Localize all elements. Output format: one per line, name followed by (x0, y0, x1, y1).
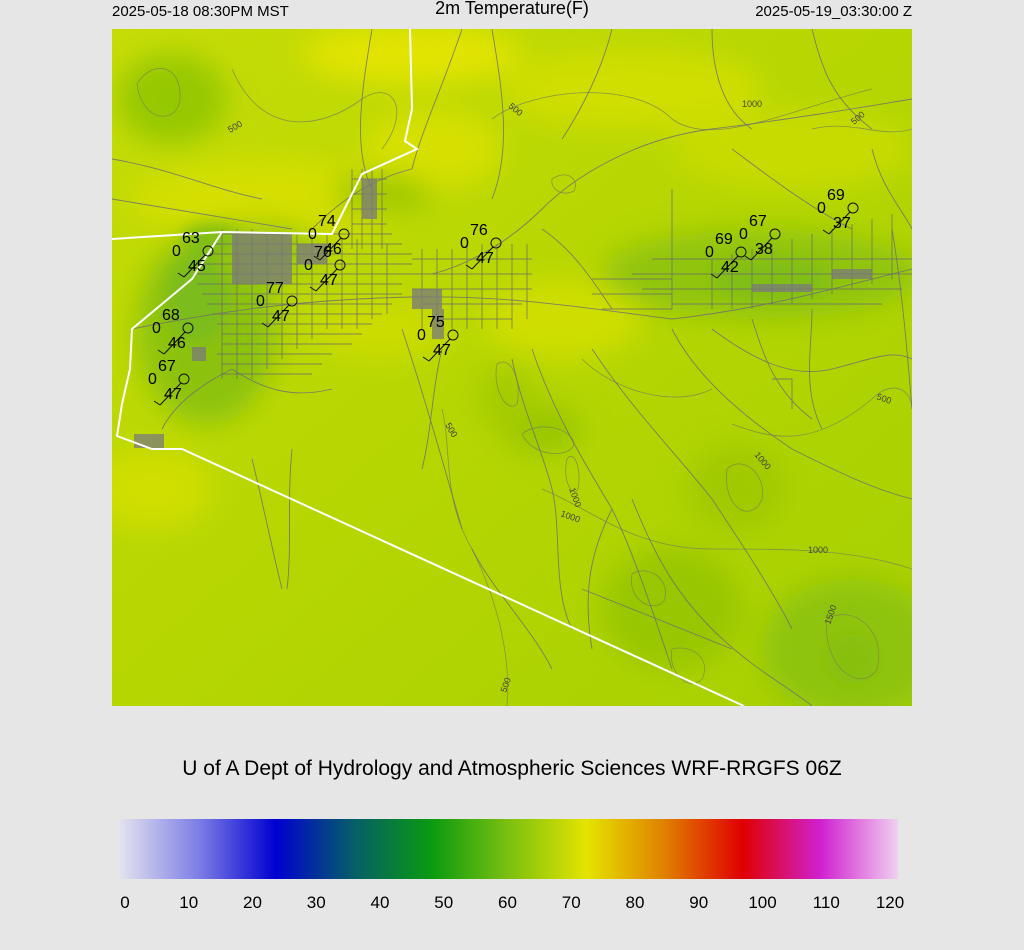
station-circle (182, 322, 194, 334)
station-dewpoint: 42 (721, 259, 739, 276)
international-border (115, 231, 745, 706)
wind-barb (465, 246, 494, 270)
station-wind-value: 0 (417, 327, 426, 344)
station-wind-value: 0 (460, 235, 469, 252)
wind-barb (261, 304, 290, 328)
colorbar-tick-label: 30 (306, 893, 326, 912)
colorbar-tick-label: 60 (498, 893, 517, 912)
station-plot: 670 47 (148, 358, 190, 406)
station-dewpoint: 47 (433, 342, 451, 359)
station-wind-value: 0 (256, 293, 265, 310)
station-wind-value: 0 (739, 226, 748, 243)
model-credit: U of A Dept of Hydrology and Atmospheric… (182, 757, 842, 780)
station-plot: 670 38 (739, 213, 781, 261)
station-dewpoint: 45 (188, 258, 206, 275)
road-network (112, 29, 912, 706)
station-dewpoint: 46 (168, 335, 186, 352)
station-wind-value: 0 (172, 243, 181, 260)
wind-barb (710, 255, 739, 279)
wind-barb (822, 211, 851, 235)
station-circle (178, 373, 190, 385)
station-temperature: 69 (715, 231, 733, 248)
station-dewpoint: 38 (755, 241, 773, 258)
station-circle (338, 228, 350, 240)
station-plot: 760 47 (460, 222, 502, 270)
station-dewpoint: 47 (164, 386, 182, 403)
station-circle (847, 202, 859, 214)
colorbar-tick-label: 0 (120, 893, 130, 912)
station-plots: 6304574046760477704768046670477604775047… (148, 187, 859, 406)
station-dewpoint: 47 (476, 250, 494, 267)
colorbar-tick-label: 70 (561, 893, 581, 912)
station-temperature: 76 (470, 222, 488, 239)
station-plot: 690 42 (705, 231, 747, 279)
station-circle (334, 259, 346, 271)
station-plot: 680 46 (152, 307, 194, 355)
station-temperature: 77 (266, 280, 284, 297)
station-circle (447, 329, 459, 341)
colorbar-tick-label: 120 (875, 893, 905, 912)
colorbar-tick-label: 10 (179, 893, 199, 912)
station-temperature: 67 (158, 358, 176, 375)
colorbar-tick-label: 80 (625, 893, 645, 912)
wind-barb (744, 237, 773, 261)
contour-label: 1000 (808, 545, 828, 555)
station-circle (735, 246, 747, 258)
station-wind-value: 0 (304, 257, 313, 274)
station-wind-value: 0 (817, 200, 826, 217)
colorbar-tick-label: 50 (434, 893, 454, 912)
station-dewpoint: 47 (272, 308, 290, 325)
colorbar-tick-label: 90 (689, 893, 709, 912)
station-plot: 630 45 (172, 230, 214, 278)
wind-barb (422, 338, 451, 362)
valid-time-local: 2025-05-18 08:30PM MST (112, 3, 289, 20)
contour-label: 1000 (742, 99, 762, 109)
wind-barb (177, 254, 206, 278)
wind-barb (309, 268, 338, 292)
station-temperature: 76 (314, 244, 332, 261)
colorbar-tick-label: 110 (812, 893, 840, 912)
station-plot: 750 47 (417, 314, 459, 362)
station-circle (286, 295, 298, 307)
station-plot: 740 46 (308, 213, 350, 261)
temperature-colorbar (120, 819, 898, 879)
colorbar-tick-label: 40 (370, 893, 390, 912)
station-dewpoint: 46 (324, 241, 342, 258)
wind-barb (313, 237, 342, 261)
station-wind-value: 0 (705, 244, 714, 261)
station-plot: 770 47 (256, 280, 298, 328)
temperature-map: 500 500 1000 500 500 500 1000 1000 1000 … (112, 29, 912, 706)
station-temperature: 74 (318, 213, 336, 230)
border-lines (112, 29, 745, 706)
station-dewpoint: 47 (320, 272, 338, 289)
contour-label: 500 (875, 391, 893, 406)
wind-barb (157, 331, 186, 355)
station-wind-value: 0 (148, 371, 157, 388)
station-temperature: 69 (827, 187, 845, 204)
colorbar-tick-label: 20 (243, 893, 262, 912)
temperature-field (112, 29, 912, 706)
station-plot: 690 37 (817, 187, 859, 235)
state-boundary (112, 29, 420, 240)
station-temperature: 68 (162, 307, 180, 324)
station-temperature: 63 (182, 230, 200, 247)
colorbar-ticks: 0 10 20 30 40 50 60 70 80 90 100 110 120 (0, 893, 1024, 917)
colorbar-tick-label: 100 (748, 893, 777, 912)
urban-area-east (592, 214, 912, 310)
contour-label: 500 (498, 676, 513, 694)
station-wind-value: 0 (308, 226, 317, 243)
station-dewpoint: 37 (833, 215, 851, 232)
station-temperature: 67 (749, 213, 767, 230)
station-temperature: 75 (427, 314, 445, 331)
station-wind-value: 0 (152, 320, 161, 337)
station-circle (202, 245, 214, 257)
dense-city-blocks (134, 179, 872, 448)
map-title: 2m Temperature(F) (435, 0, 589, 18)
station-plot: 760 47 (304, 244, 346, 292)
valid-time-utc: 2025-05-19_03:30:00 Z (755, 3, 912, 20)
wind-barb (153, 382, 182, 406)
station-circle (769, 228, 781, 240)
station-circle (490, 237, 502, 249)
